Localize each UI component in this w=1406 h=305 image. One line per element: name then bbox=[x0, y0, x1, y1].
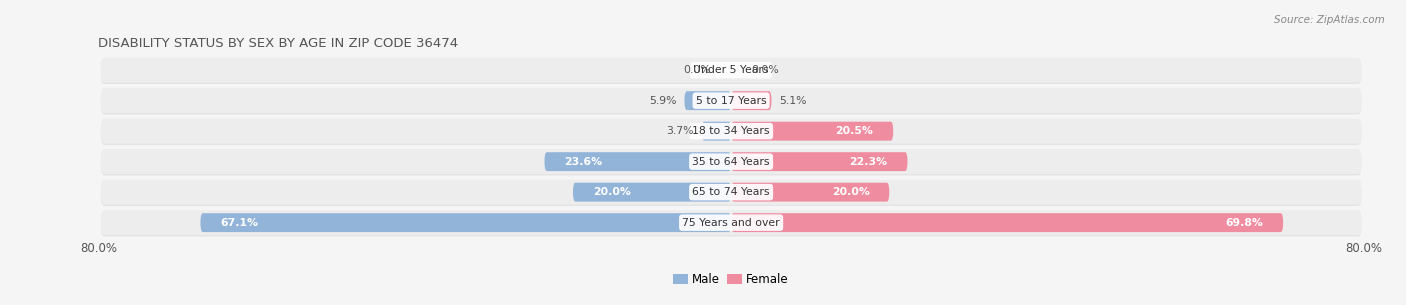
FancyBboxPatch shape bbox=[101, 149, 1361, 174]
Text: Source: ZipAtlas.com: Source: ZipAtlas.com bbox=[1274, 15, 1385, 25]
Text: 35 to 64 Years: 35 to 64 Years bbox=[692, 157, 770, 167]
FancyBboxPatch shape bbox=[731, 152, 907, 171]
Text: 65 to 74 Years: 65 to 74 Years bbox=[692, 187, 770, 197]
Text: Under 5 Years: Under 5 Years bbox=[693, 65, 769, 75]
FancyBboxPatch shape bbox=[685, 91, 731, 110]
FancyBboxPatch shape bbox=[731, 183, 889, 202]
FancyBboxPatch shape bbox=[101, 119, 1361, 144]
FancyBboxPatch shape bbox=[101, 58, 1361, 83]
Text: 75 Years and over: 75 Years and over bbox=[682, 218, 780, 228]
Text: 20.5%: 20.5% bbox=[835, 126, 873, 136]
FancyBboxPatch shape bbox=[101, 211, 1361, 236]
FancyBboxPatch shape bbox=[101, 150, 1361, 175]
FancyBboxPatch shape bbox=[731, 91, 772, 110]
FancyBboxPatch shape bbox=[544, 152, 731, 171]
FancyBboxPatch shape bbox=[201, 213, 731, 232]
Text: 5.9%: 5.9% bbox=[650, 96, 676, 106]
Legend: Male, Female: Male, Female bbox=[669, 268, 793, 291]
Text: DISABILITY STATUS BY SEX BY AGE IN ZIP CODE 36474: DISABILITY STATUS BY SEX BY AGE IN ZIP C… bbox=[98, 37, 458, 50]
FancyBboxPatch shape bbox=[101, 88, 1361, 113]
FancyBboxPatch shape bbox=[101, 59, 1361, 84]
Text: 22.3%: 22.3% bbox=[849, 157, 887, 167]
FancyBboxPatch shape bbox=[731, 213, 1284, 232]
Text: 23.6%: 23.6% bbox=[564, 157, 602, 167]
Text: 5 to 17 Years: 5 to 17 Years bbox=[696, 96, 766, 106]
Text: 69.8%: 69.8% bbox=[1226, 218, 1264, 228]
FancyBboxPatch shape bbox=[101, 120, 1361, 145]
Text: 0.0%: 0.0% bbox=[751, 65, 779, 75]
FancyBboxPatch shape bbox=[574, 183, 731, 202]
FancyBboxPatch shape bbox=[101, 181, 1361, 206]
Text: 3.7%: 3.7% bbox=[666, 126, 695, 136]
Text: 20.0%: 20.0% bbox=[593, 187, 631, 197]
Text: 18 to 34 Years: 18 to 34 Years bbox=[692, 126, 770, 136]
FancyBboxPatch shape bbox=[101, 180, 1361, 205]
FancyBboxPatch shape bbox=[101, 210, 1361, 235]
FancyBboxPatch shape bbox=[101, 89, 1361, 114]
Text: 0.0%: 0.0% bbox=[683, 65, 711, 75]
FancyBboxPatch shape bbox=[702, 122, 731, 141]
Text: 5.1%: 5.1% bbox=[779, 96, 807, 106]
Text: 67.1%: 67.1% bbox=[221, 218, 259, 228]
Text: 20.0%: 20.0% bbox=[831, 187, 869, 197]
FancyBboxPatch shape bbox=[731, 122, 893, 141]
